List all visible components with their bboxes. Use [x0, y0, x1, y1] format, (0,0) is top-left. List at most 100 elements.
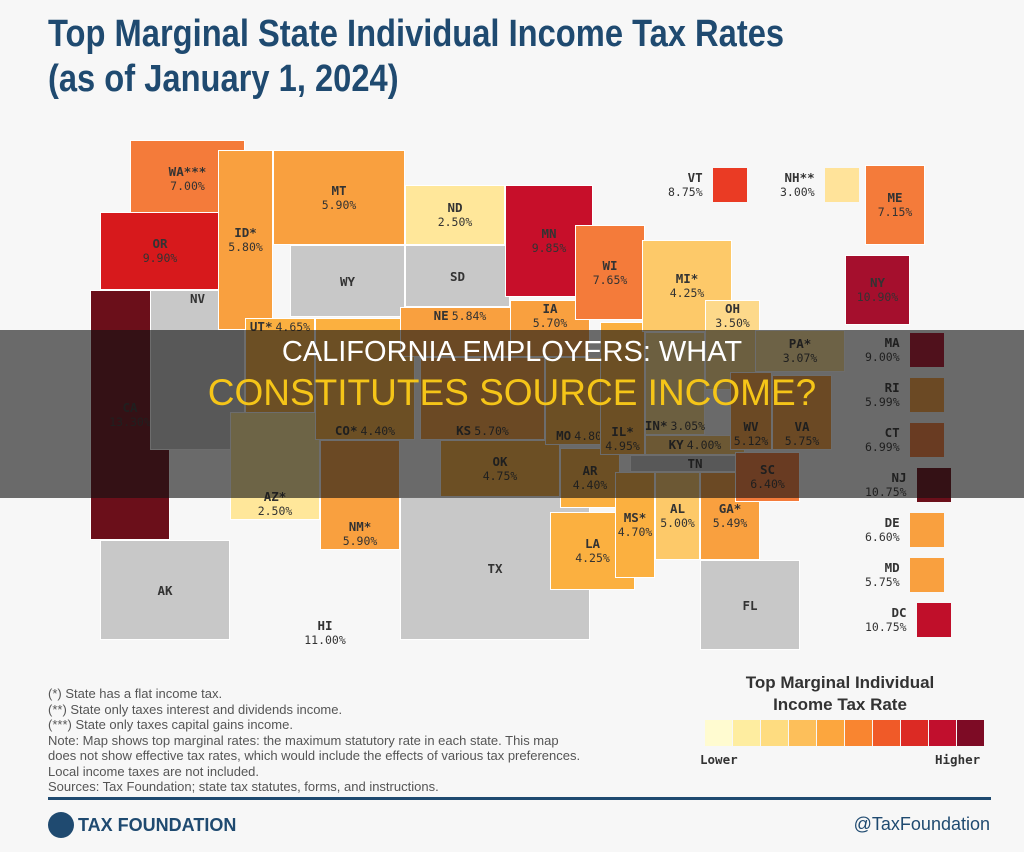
state-ny: NY 10.90% [845, 255, 910, 325]
swatch-rate: 6.60% [865, 530, 900, 544]
state-rate: 5.70% [532, 316, 568, 330]
swatch-color [909, 513, 944, 547]
page-title: Top Marginal State Individual Income Tax… [48, 12, 784, 102]
state-label: WY [340, 274, 355, 289]
state-wy: WY [290, 245, 405, 317]
legend-swatch [873, 720, 900, 746]
state-abbr: ID* [234, 225, 257, 240]
state-rate: 2.50% [437, 215, 473, 229]
state-abbr: MT [331, 182, 347, 198]
title-line-2: (as of January 1, 2024) [48, 58, 399, 100]
swatch-vt: VT 8.75% [668, 168, 747, 202]
state-me: ME 7.15% [865, 165, 925, 245]
state-abbr: ME [887, 190, 903, 205]
state-abbr: NM* [348, 519, 372, 534]
state-abbr: NV [189, 291, 206, 306]
note: does not show effective tax rates, which… [48, 748, 581, 763]
state-rate: 11.00% [304, 632, 346, 647]
state-label: FL [742, 598, 757, 613]
state-rate: 5.90% [342, 534, 378, 548]
state-label: AK [157, 583, 172, 598]
capitol-seal-icon [48, 812, 74, 838]
state-label: NV [190, 291, 205, 306]
state-rate: 5.90% [321, 197, 357, 212]
note: Sources: Tax Foundation; state tax statu… [48, 779, 439, 794]
state-rate: 9.90% [142, 251, 178, 265]
state-label: MS* 4.70% [618, 510, 653, 540]
legend-title-line-1: Top Marginal Individual [745, 673, 935, 692]
state-abbr: NY [869, 275, 886, 290]
legend-swatch [733, 720, 760, 746]
state-abbr: WY [339, 273, 356, 289]
state-rate: 7.00% [170, 179, 205, 193]
note: Local income taxes are not included. [48, 763, 260, 779]
state-abbr: WI [602, 257, 618, 273]
swatch-color [712, 168, 747, 202]
note: (***) State only taxes capital gains inc… [48, 717, 293, 732]
state-abbr: HI [317, 617, 333, 633]
swatch-de: DE 6.60% [865, 513, 944, 547]
state-sd: SD [405, 245, 510, 307]
legend-swatch [705, 720, 732, 746]
legend-title-line-2: Income Tax Rate [773, 695, 907, 714]
swatch-color [916, 603, 951, 637]
legend-swatch [761, 720, 788, 746]
state-nd: ND 2.50% [405, 185, 505, 245]
legend-swatch [957, 720, 984, 746]
state-label: ME 7.15% [878, 190, 913, 220]
state-hi: HI 11.00% [285, 600, 365, 665]
state-label: HI 11.00% [304, 618, 346, 648]
swatch-rate: 3.00% [780, 185, 815, 199]
state-label: OH 3.50% [715, 301, 750, 331]
state-rate: 3.50% [715, 316, 750, 330]
footer-divider [48, 797, 991, 800]
note: (*) State has a flat income tax. [48, 686, 223, 701]
state-label: ND 2.50% [438, 200, 473, 230]
state-label: NY 10.90% [857, 275, 899, 305]
state-rate: 2.50% [257, 504, 293, 518]
state-label: ID* 5.80% [228, 225, 263, 255]
state-abbr: ND [447, 200, 463, 215]
title-line-1: Top Marginal State Individual Income Tax… [48, 13, 785, 55]
state-id: ID* 5.80% [218, 150, 273, 330]
swatch-abbr: DE [884, 515, 900, 530]
state-abbr: OH [724, 301, 741, 316]
swatch-abbr: VT [687, 170, 703, 185]
legend-high-label: Higher [935, 752, 981, 767]
state-rate: 4.70% [617, 525, 653, 539]
state-rate: 4.25% [575, 551, 610, 565]
headline-line-1: CALIFORNIA EMPLOYERS: WHAT [281, 336, 743, 368]
state-label: MI* 4.25% [670, 271, 705, 301]
state-wi: WI 7.65% [575, 225, 645, 320]
state-label: SD [450, 269, 465, 284]
state-abbr: IA [542, 301, 558, 316]
note: Note: Map shows top marginal rates: the … [48, 732, 559, 748]
state-rate: 5.49% [712, 516, 748, 530]
state-rate: 5.00% [660, 516, 695, 530]
swatch-rate: 10.75% [865, 620, 907, 634]
state-rate: 7.65% [592, 272, 628, 287]
state-label: NE 5.84% [434, 308, 487, 324]
state-label: MN 9.85% [532, 226, 567, 256]
legend-swatch [817, 720, 844, 746]
state-abbr: LA [584, 536, 601, 551]
legend-swatch [845, 720, 872, 746]
state-abbr: OR [152, 236, 168, 251]
state-mt: MT 5.90% [273, 150, 405, 245]
state-abbr: MN [541, 226, 557, 241]
state-abbr: TX [487, 561, 503, 576]
swatch-abbr: MD [884, 560, 900, 575]
state-label: AL 5.00% [660, 501, 695, 531]
note: (**) State only taxes interest and divid… [48, 701, 343, 717]
state-abbr: MS* [623, 510, 647, 525]
state-label: TX [487, 561, 502, 576]
state-label: WA*** 7.00% [169, 164, 207, 194]
swatch-color [909, 558, 944, 592]
state-label: LA 4.25% [575, 536, 610, 566]
legend-swatch [929, 720, 956, 746]
swatch-rate: 5.75% [865, 575, 900, 589]
swatch-dc: DC 10.75% [865, 603, 951, 637]
state-label: OR 9.90% [143, 236, 178, 266]
legend-title: Top Marginal Individual Income Tax Rate [715, 672, 965, 716]
state-rate: 10.90% [856, 290, 899, 304]
